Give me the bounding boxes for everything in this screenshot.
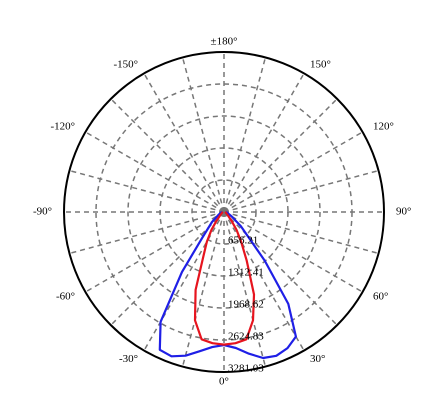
grid-ring bbox=[191, 179, 257, 245]
grid-ring bbox=[127, 115, 321, 309]
radial-grid-line bbox=[181, 57, 225, 213]
radial-grid-line bbox=[143, 211, 225, 351]
r-tick-label: 1968.62 bbox=[228, 299, 264, 311]
angle-tick-label: 90° bbox=[396, 206, 411, 218]
angle-tick-label: -60° bbox=[56, 291, 75, 303]
radial-grid-line bbox=[85, 211, 225, 293]
r-tick-label: 656.21 bbox=[228, 235, 258, 247]
grid-ring bbox=[95, 83, 353, 341]
angle-tick-label: 150° bbox=[310, 58, 331, 70]
radial-grid-line bbox=[85, 131, 225, 213]
angle-tick-label: -30° bbox=[119, 353, 138, 365]
radial-grid-line bbox=[143, 73, 225, 213]
angle-tick-label: 120° bbox=[373, 121, 394, 133]
grid-ring bbox=[159, 147, 289, 277]
radial-grid-line bbox=[223, 131, 363, 213]
radial-grid-line bbox=[223, 57, 267, 213]
outer-ring bbox=[63, 51, 385, 373]
angle-tick-label: 60° bbox=[373, 291, 388, 303]
angle-tick-label: -120° bbox=[50, 121, 75, 133]
angle-tick-label: ±180° bbox=[211, 36, 238, 48]
series-line bbox=[193, 211, 256, 346]
radial-grid-line bbox=[69, 169, 225, 213]
r-tick-label: 3281.03 bbox=[228, 363, 264, 375]
radial-grid-line bbox=[110, 98, 225, 213]
radial-grid-line bbox=[223, 211, 379, 255]
r-tick-label: 1312.41 bbox=[228, 267, 264, 279]
radial-grid-line bbox=[69, 211, 225, 255]
angle-tick-label: 30° bbox=[310, 353, 325, 365]
radial-grid-line bbox=[223, 73, 305, 213]
angle-tick-label: -90° bbox=[33, 206, 52, 218]
angle-tick-label: -150° bbox=[113, 58, 138, 70]
r-tick-label: 2624.83 bbox=[228, 331, 264, 343]
angle-tick-label: 0° bbox=[219, 376, 229, 388]
radial-grid-line bbox=[223, 98, 338, 213]
radial-grid-line bbox=[223, 169, 379, 213]
